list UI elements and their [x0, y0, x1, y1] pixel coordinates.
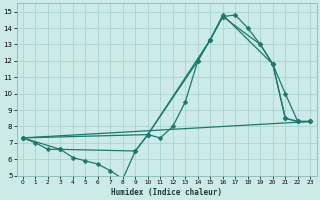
X-axis label: Humidex (Indice chaleur): Humidex (Indice chaleur) — [111, 188, 222, 197]
